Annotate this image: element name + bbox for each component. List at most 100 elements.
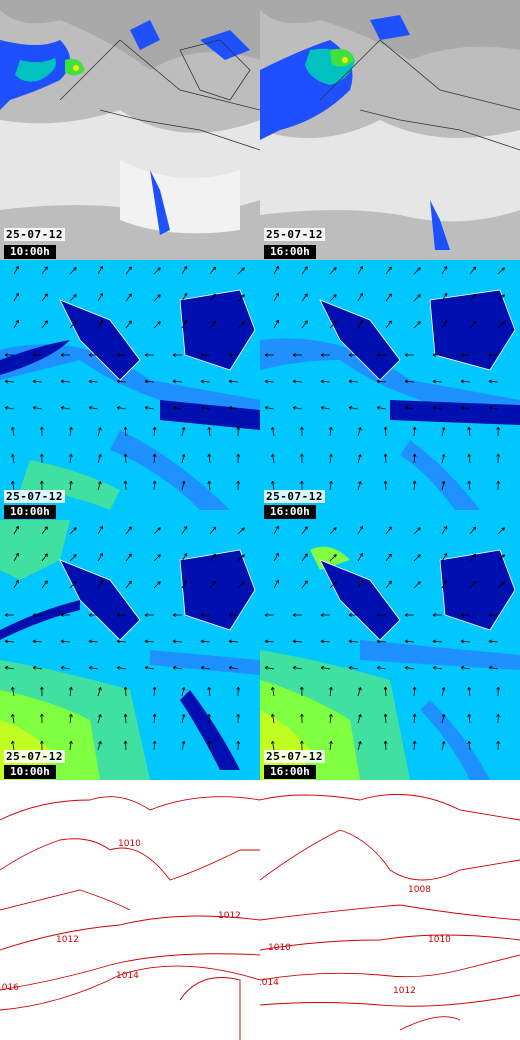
wind-arrowhead: [40, 686, 43, 690]
wind-arrowhead: [123, 480, 126, 484]
wind-arrowhead: [419, 554, 421, 558]
wind-arrowhead: [60, 666, 65, 668]
wind-arrowhead: [359, 579, 363, 583]
wind-arrowhead: [237, 453, 241, 457]
wind-arrow: [413, 713, 416, 724]
wind-arrowhead: [385, 740, 388, 744]
wind-arrowhead: [100, 427, 102, 431]
wind-arrow: [33, 667, 43, 670]
wind-arrowhead: [335, 581, 337, 585]
wind-arrow: [125, 553, 132, 562]
wind-arrowhead: [181, 687, 185, 690]
wind-arrow: [237, 267, 245, 275]
wind-arrowhead: [330, 740, 333, 745]
wind-arrowhead: [419, 321, 421, 325]
wind-arrowhead: [40, 453, 43, 457]
wind-arrowhead: [419, 294, 421, 298]
wind-arrowhead: [228, 379, 232, 382]
wind-arrow: [12, 427, 15, 437]
wind-arrowhead: [228, 354, 232, 357]
wind-arrowhead: [4, 666, 9, 668]
wind-arrowhead: [385, 426, 388, 430]
wind-arrowhead: [69, 453, 72, 457]
time-label: 10:00h: [4, 505, 56, 519]
wind-arrow: [125, 713, 127, 724]
wind-arrowhead: [207, 453, 210, 457]
wind-arrowhead: [441, 481, 445, 484]
wind-arrowhead: [98, 741, 101, 744]
wind-arrowhead: [304, 580, 308, 583]
wind-arrow: [97, 481, 101, 491]
wind-arrow: [97, 320, 103, 329]
pressure-panel-left[interactable]: 1010 1012 1012 1014 1016: [0, 780, 260, 1040]
wind-arrowhead: [60, 614, 64, 617]
wind-arrow: [441, 481, 445, 491]
wind-arrowhead: [320, 640, 324, 644]
satellite-panel-left[interactable]: 25-07-12 10:00h: [0, 0, 260, 260]
wind-arrowhead: [292, 407, 296, 410]
wind-arrowhead: [228, 666, 233, 668]
wind-arrowhead: [329, 740, 332, 744]
wind-arrowhead: [40, 740, 43, 744]
wind-arrow: [349, 407, 359, 410]
wind-arrowhead: [432, 640, 436, 644]
wind-arrowhead: [432, 666, 437, 668]
wind-arrowhead: [348, 639, 352, 642]
wind-arrowhead: [488, 613, 492, 616]
wind-arrowhead: [488, 379, 492, 382]
wind-arrowhead: [116, 666, 121, 668]
wind-arrowhead: [69, 480, 72, 484]
wind-arrow: [357, 741, 361, 751]
wind-arrowhead: [243, 581, 245, 585]
wind-arrowhead: [497, 686, 501, 690]
wind-arrowhead: [75, 581, 77, 585]
wind-arrow: [273, 320, 279, 329]
wind-arrow: [385, 266, 392, 275]
wind-arrowhead: [472, 293, 476, 296]
wind-arrow: [413, 581, 421, 589]
wind-arrowhead: [474, 553, 477, 558]
pressure-panel-right[interactable]: 1008 1010 1010 1012 1014: [260, 780, 520, 1040]
wind-arrowhead: [383, 453, 386, 457]
satellite-panel-right[interactable]: 25-07-12 16:00h: [260, 0, 520, 260]
wind-arrow: [413, 480, 416, 491]
wind-arrowhead: [358, 427, 361, 430]
wind-arrowhead: [183, 454, 186, 458]
wind-low-panel-right[interactable]: 25-07-12 16:00h: [260, 260, 520, 520]
wind-arrowhead: [183, 481, 186, 485]
wind-arrowhead: [404, 406, 409, 408]
wind-arrowhead: [304, 266, 308, 269]
wind-arrowhead: [172, 353, 176, 356]
wind-arrowhead: [432, 407, 436, 410]
wind-arrow: [273, 580, 279, 589]
wind-arrowhead: [60, 353, 64, 356]
wind-arrowhead: [417, 267, 421, 269]
wind-arrowhead: [467, 426, 470, 430]
wind-arrowhead: [488, 640, 492, 644]
wind-arrowhead: [200, 614, 204, 617]
wind-arrow: [272, 714, 275, 724]
wind-upper-panel-left[interactable]: 25-07-12 10:00h: [0, 520, 260, 780]
wind-arrowhead: [241, 554, 245, 556]
date-label: 25-07-12: [264, 228, 325, 241]
wind-arrowhead: [125, 426, 128, 430]
wind-arrow: [273, 553, 279, 562]
wind-arrowhead: [200, 613, 204, 616]
wind-arrowhead: [432, 353, 436, 356]
wind-arrowhead: [335, 267, 337, 271]
wind-upper-panel-right[interactable]: 25-07-12 16:00h: [260, 520, 520, 780]
wind-arrowhead: [501, 294, 505, 296]
wind-arrowhead: [159, 581, 161, 585]
wind-arrowhead: [417, 581, 421, 583]
wind-arrow: [208, 427, 211, 437]
wind-arrowhead: [441, 741, 445, 744]
wind-arrowhead: [88, 380, 92, 384]
wind-arrowhead: [11, 713, 13, 718]
wind-arrowhead: [333, 294, 337, 296]
wind-low-panel-left[interactable]: 25-07-12 10:00h: [0, 260, 260, 520]
wind-arrowhead: [348, 667, 352, 670]
wind-arrowhead: [488, 406, 493, 408]
wind-arrowhead: [330, 453, 333, 458]
wind-arrow: [12, 741, 15, 751]
wind-arrowhead: [116, 379, 120, 382]
